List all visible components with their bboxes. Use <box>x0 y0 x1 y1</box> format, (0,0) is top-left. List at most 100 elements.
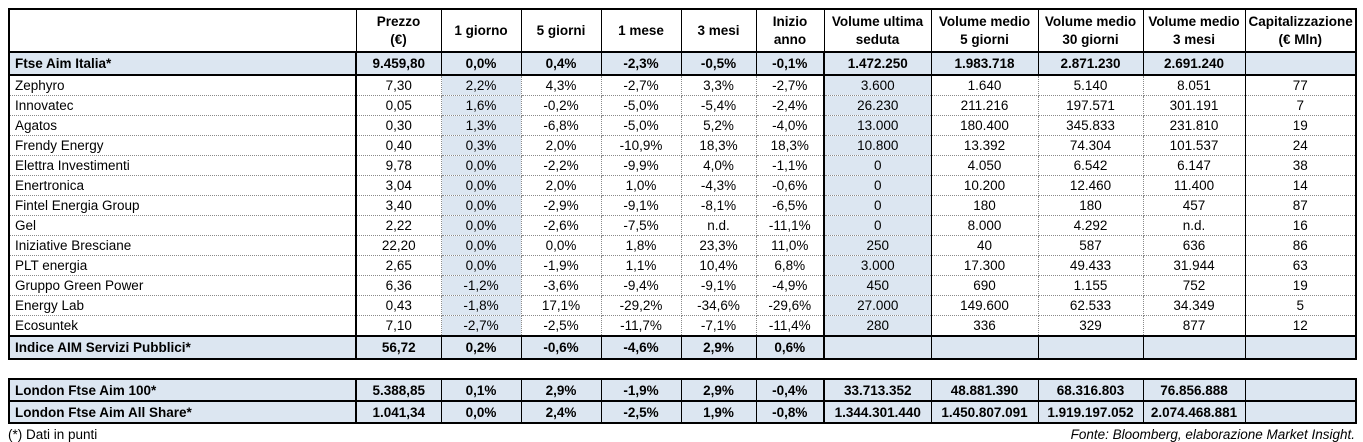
cell-cap: 19 <box>1245 115 1357 136</box>
cell-vm5: 1.983.718 <box>931 51 1039 76</box>
cell-inizio: 6,8% <box>756 255 825 276</box>
row-label: Enertronica <box>9 175 357 196</box>
column-header: Volume medio 3 mesi <box>1142 8 1246 53</box>
cell-inizio: -1,1% <box>756 155 825 176</box>
cell-vm30: 68.316.803 <box>1038 378 1144 402</box>
cell-vm5: 40 <box>931 235 1039 256</box>
cell-cap: 87 <box>1245 195 1357 216</box>
cell-cap: 24 <box>1245 135 1357 156</box>
cell-prezzo: 7,10 <box>356 315 442 337</box>
table-row: Agatos 0,30 1,3% -6,8% -5,0% 5,2% -4,0% 13.000 1… <box>9 115 1357 136</box>
row-label: Fintel Energia Group <box>9 195 357 216</box>
cell-inizio: -2,4% <box>756 95 825 116</box>
column-header: Prezzo (€) <box>355 8 442 53</box>
source-attribution: Fonte: Bloomberg, elaborazione Market In… <box>1070 427 1355 442</box>
cell-vm3: 457 <box>1143 195 1246 216</box>
cell-vm30 <box>1038 335 1144 360</box>
cell-vm3: 31.944 <box>1143 255 1246 276</box>
cell-c3m: -7,1% <box>681 315 757 337</box>
cell-c5g: -2,2% <box>521 155 602 176</box>
cell-c3m: -8,1% <box>681 195 757 216</box>
cell-vm5: 211.216 <box>931 95 1039 116</box>
cell-c1m: -1,9% <box>601 378 682 402</box>
table-row: London Ftse Aim All Share* 1.041,34 0,0% 2,… <box>9 400 1357 424</box>
cell-c1g: 0,2% <box>441 335 522 360</box>
cell-cap <box>1245 400 1357 424</box>
cell-c1m: -9,9% <box>601 155 682 176</box>
cell-inizio: -0,4% <box>756 378 825 402</box>
cell-prezzo: 0,40 <box>356 135 442 156</box>
cell-c5g: -0,6% <box>521 335 602 360</box>
cell-c5g: 0,4% <box>521 51 602 76</box>
cell-c3m: 2,9% <box>681 335 757 360</box>
table-spacer <box>8 360 1363 378</box>
cell-prezzo: 22,20 <box>356 235 442 256</box>
footnote-dati-in-punti: (*) Dati in punti <box>8 427 98 442</box>
cell-inizio: -11,1% <box>756 215 825 236</box>
cell-c5g: 2,0% <box>521 135 602 156</box>
cell-vul: 0 <box>824 155 932 176</box>
cell-c3m: -0,5% <box>681 51 757 76</box>
cell-vm3: 231.810 <box>1143 115 1246 136</box>
cell-c5g: 4,3% <box>521 75 602 96</box>
cell-c3m: 10,4% <box>681 255 757 276</box>
footer: (*) Dati in punti Fonte: Bloomberg, elab… <box>8 427 1355 442</box>
cell-c3m: 5,2% <box>681 115 757 136</box>
row-label: Indice AIM Servizi Pubblici* <box>9 335 357 360</box>
cell-c3m: 4,0% <box>681 155 757 176</box>
cell-c1m: -10,9% <box>601 135 682 156</box>
row-label: Agatos <box>9 115 357 136</box>
cell-c3m: 2,9% <box>681 378 757 402</box>
cell-vm5: 1.450.807.091 <box>931 400 1039 424</box>
cell-inizio: -0,8% <box>756 400 825 424</box>
cell-vm5: 336 <box>931 315 1039 337</box>
table-row: Innovatec 0,05 1,6% -0,2% -5,0% -5,4% -2,4% 26.… <box>9 95 1357 116</box>
cell-vm3: 2.074.468.881 <box>1143 400 1246 424</box>
table-row: Ftse Aim Italia* 9.459,80 0,0% 0,4% -2,3% -0,… <box>9 51 1357 76</box>
cell-c1m: -2,7% <box>601 75 682 96</box>
cell-vm3: 636 <box>1143 235 1246 256</box>
column-header: Volume medio 5 giorni <box>930 8 1039 53</box>
cell-prezzo: 6,36 <box>356 275 442 296</box>
table-header: Prezzo (€) 1 giorno 5 giorni 1 mese 3 mesi In… <box>8 8 1357 53</box>
cell-vm30: 1.919.197.052 <box>1038 400 1144 424</box>
cell-vul: 250 <box>824 235 932 256</box>
cell-c1m: -9,4% <box>601 275 682 296</box>
cell-vm30: 6.542 <box>1038 155 1144 176</box>
cell-c5g: -6,8% <box>521 115 602 136</box>
cell-vm30: 587 <box>1038 235 1144 256</box>
cell-prezzo: 2,65 <box>356 255 442 276</box>
cell-inizio: -2,7% <box>756 75 825 96</box>
cell-prezzo: 56,72 <box>356 335 442 360</box>
cell-cap: 7 <box>1245 95 1357 116</box>
cell-vm5: 180 <box>931 195 1039 216</box>
column-header: Volume ultima seduta <box>823 8 932 53</box>
table-row: Indice AIM Servizi Pubblici* 56,72 0,2% -0,… <box>9 335 1357 360</box>
cell-cap: 16 <box>1245 215 1357 236</box>
column-header <box>8 8 357 53</box>
cell-c5g: 0,0% <box>521 235 602 256</box>
cell-cap: 63 <box>1245 255 1357 276</box>
cell-vul <box>824 335 932 360</box>
cell-c1m: -11,7% <box>601 315 682 337</box>
cell-vul: 0 <box>824 215 932 236</box>
cell-prezzo: 9.459,80 <box>356 51 442 76</box>
column-header: Volume medio 30 giorni <box>1037 8 1144 53</box>
cell-c1m: -9,1% <box>601 195 682 216</box>
column-header: 1 mese <box>600 8 682 53</box>
cell-vm5: 48.881.390 <box>931 378 1039 402</box>
cell-vm5 <box>931 335 1039 360</box>
cell-c3m: 3,3% <box>681 75 757 96</box>
column-header: 5 giorni <box>520 8 602 53</box>
table-row: London Ftse Aim 100* 5.388,85 0,1% 2,9% -1,9… <box>9 378 1357 402</box>
cell-c5g: -2,9% <box>521 195 602 216</box>
cell-c1g: 0,0% <box>441 235 522 256</box>
cell-c3m: 23,3% <box>681 235 757 256</box>
cell-vm3: 2.691.240 <box>1143 51 1246 76</box>
cell-vm5: 10.200 <box>931 175 1039 196</box>
cell-c5g: -2,5% <box>521 315 602 337</box>
cell-c3m: n.d. <box>681 215 757 236</box>
cell-vul: 27.000 <box>824 295 932 316</box>
row-label: London Ftse Aim All Share* <box>9 400 357 424</box>
cell-cap <box>1245 335 1357 360</box>
